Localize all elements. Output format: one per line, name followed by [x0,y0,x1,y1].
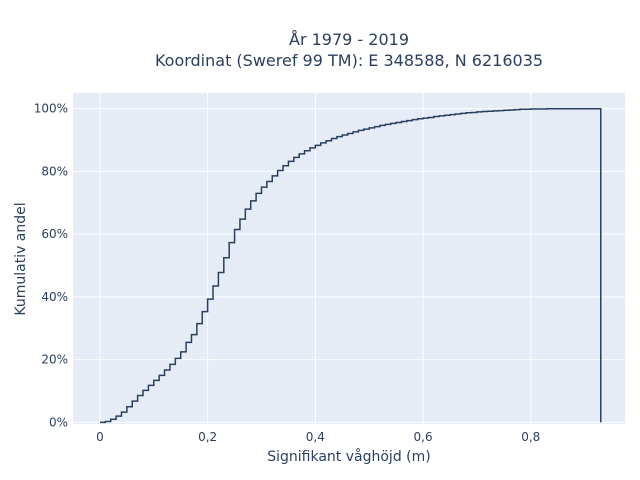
x-tick-label: 0 [96,430,104,444]
x-tick-label: 0,2 [198,430,217,444]
series-layer [99,107,602,424]
y-tick-label: 60% [41,227,68,241]
x-tick-label: 0,8 [521,430,540,444]
tick-labels: 0 0,2 0,4 0,6 0,8 0% 20% 40% 60% 80% 100% [34,102,541,444]
cdf-step-line [99,107,602,424]
y-axis-title: Kumulativ andel [13,202,29,315]
x-tick-label: 0,6 [414,430,433,444]
y-tick-label: 20% [41,353,68,367]
y-tick-label: 0% [49,415,68,429]
plot-area [73,93,625,424]
y-tick-label: 40% [41,290,68,304]
chart-title-line2: Koordinat (Sweref 99 TM): E 348588, N 62… [155,51,543,70]
y-tick-label: 80% [41,164,68,178]
x-axis-title: Signifikant våghöjd (m) [267,448,430,465]
y-tick-label: 100% [34,102,68,116]
chart-title-line1: År 1979 - 2019 [289,30,409,49]
x-tick-label: 0,4 [306,430,325,444]
